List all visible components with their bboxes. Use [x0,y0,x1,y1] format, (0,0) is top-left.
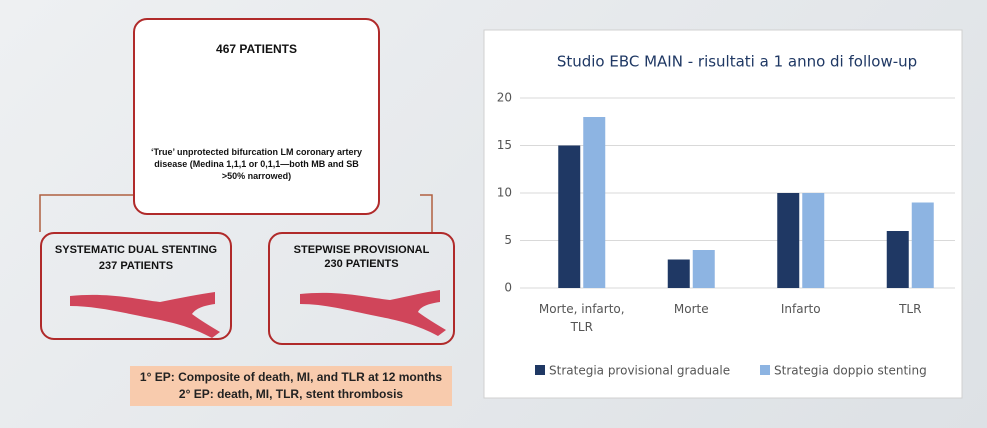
box-subtitle: 230 PATIENTS [270,258,453,270]
left-box: SYSTEMATIC DUAL STENTING 237 PATIENTS [40,232,232,340]
bar [583,117,605,288]
box-title: SYSTEMATIC DUAL STENTING [42,244,230,256]
box-title: 467 PATIENTS [135,42,378,56]
box-title: STEPWISE PROVISIONAL [270,244,453,256]
bar [693,250,715,288]
box-subtitle: 237 PATIENTS [42,260,230,272]
bar [668,260,690,289]
chart-frame [484,30,962,398]
bar [558,146,580,289]
box-caption: ‘True’ unprotected bifurcation LM corona… [135,146,378,182]
y-tick-label: 20 [497,91,512,105]
legend-label: Strategia provisional graduale [549,364,730,378]
y-tick-label: 10 [497,186,512,200]
y-tick-label: 0 [504,281,512,295]
endpoint: 2° EP: death, MI, TLR, stent thrombosis [130,386,452,403]
chart-title: Studio EBC MAIN - risultati a 1 anno di … [557,53,917,71]
x-tick-label: Infarto [751,300,851,318]
endpoints: 1° EP: Composite of death, MI, and TLR a… [130,366,452,406]
x-tick-label: Morte [641,300,741,318]
top-box: 467 PATIENTS ‘True’ unprotected bifurcat… [133,18,380,215]
x-tick-label: TLR [860,300,960,318]
y-tick-label: 5 [504,233,512,247]
bar [912,203,934,289]
legend-swatch [760,365,770,375]
legend-label: Strategia doppio stenting [774,364,927,378]
endpoint: 1° EP: Composite of death, MI, and TLR a… [130,369,452,386]
slide: Studio EBC MAIN - risultati a 1 anno di … [0,0,987,428]
bar [802,193,824,288]
legend-swatch [535,365,545,375]
x-tick-label: Morte, infarto, TLR [532,300,632,336]
bar [777,193,799,288]
bar [887,231,909,288]
y-tick-label: 15 [497,138,512,152]
right-box: STEPWISE PROVISIONAL 230 PATIENTS [268,232,455,345]
